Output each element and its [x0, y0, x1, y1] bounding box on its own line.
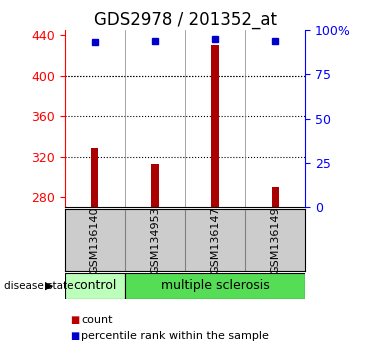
Text: GSM136140: GSM136140: [90, 206, 100, 274]
Text: ■: ■: [70, 331, 80, 341]
Title: GDS2978 / 201352_at: GDS2978 / 201352_at: [94, 11, 276, 29]
Text: disease state: disease state: [4, 281, 73, 291]
Text: GSM134953: GSM134953: [150, 206, 160, 274]
Text: GSM136147: GSM136147: [210, 206, 220, 274]
Text: control: control: [73, 279, 117, 292]
Text: GSM136149: GSM136149: [270, 206, 280, 274]
Text: count: count: [81, 315, 113, 325]
Text: ■: ■: [70, 315, 80, 325]
Bar: [212, 45, 219, 207]
Bar: [91, 148, 98, 207]
Bar: [272, 187, 279, 207]
Text: multiple sclerosis: multiple sclerosis: [161, 279, 269, 292]
Bar: [125, 273, 305, 299]
Text: percentile rank within the sample: percentile rank within the sample: [81, 331, 269, 341]
Bar: [65, 273, 125, 299]
Bar: [151, 164, 158, 207]
Text: ▶: ▶: [45, 281, 54, 291]
